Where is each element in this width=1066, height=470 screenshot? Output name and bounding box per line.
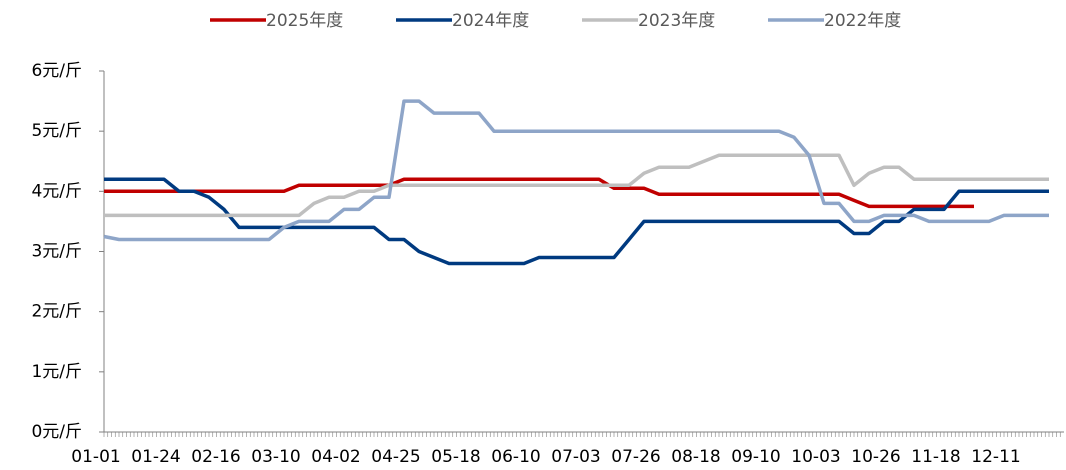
y-tick-label: 1元/斤 <box>31 362 82 382</box>
x-tick-label: 01-01 <box>71 447 120 466</box>
y-tick-label: 4元/斤 <box>31 181 82 201</box>
x-tick-label: 01-24 <box>131 447 180 466</box>
x-tick-label: 02-16 <box>191 447 240 466</box>
x-tick-label: 08-18 <box>671 447 720 466</box>
legend-text: 2022年度 <box>824 11 901 31</box>
legend-text: 2024年度 <box>452 11 529 31</box>
x-tick-label: 12-11 <box>971 447 1020 466</box>
x-tick-label: 05-18 <box>431 447 480 466</box>
series-line <box>103 99 1049 242</box>
x-tick-label: 04-02 <box>311 447 360 466</box>
x-tick-label: 10-03 <box>791 447 840 466</box>
x-tick-label: 07-03 <box>551 447 600 466</box>
y-tick-label: 0元/斤 <box>31 422 82 442</box>
series-line <box>104 177 1049 266</box>
x-tick-label: 06-10 <box>491 447 540 466</box>
x-tick-label: 04-25 <box>371 447 420 466</box>
x-tick-label: 11-18 <box>911 447 960 466</box>
legend-text: 2023年度 <box>638 11 715 31</box>
x-tick-label: 09-10 <box>731 447 780 466</box>
series-line <box>104 153 1049 218</box>
series-line <box>104 177 974 209</box>
x-tick-label: 10-26 <box>851 447 900 466</box>
x-tick-label: 03-10 <box>251 447 300 466</box>
y-tick-label: 5元/斤 <box>31 121 82 141</box>
y-tick-label: 6元/斤 <box>31 61 82 81</box>
x-tick-label: 07-26 <box>611 447 660 466</box>
y-tick-label: 2元/斤 <box>31 302 82 322</box>
legend-text: 2025年度 <box>266 11 343 31</box>
y-tick-label: 3元/斤 <box>31 242 82 262</box>
